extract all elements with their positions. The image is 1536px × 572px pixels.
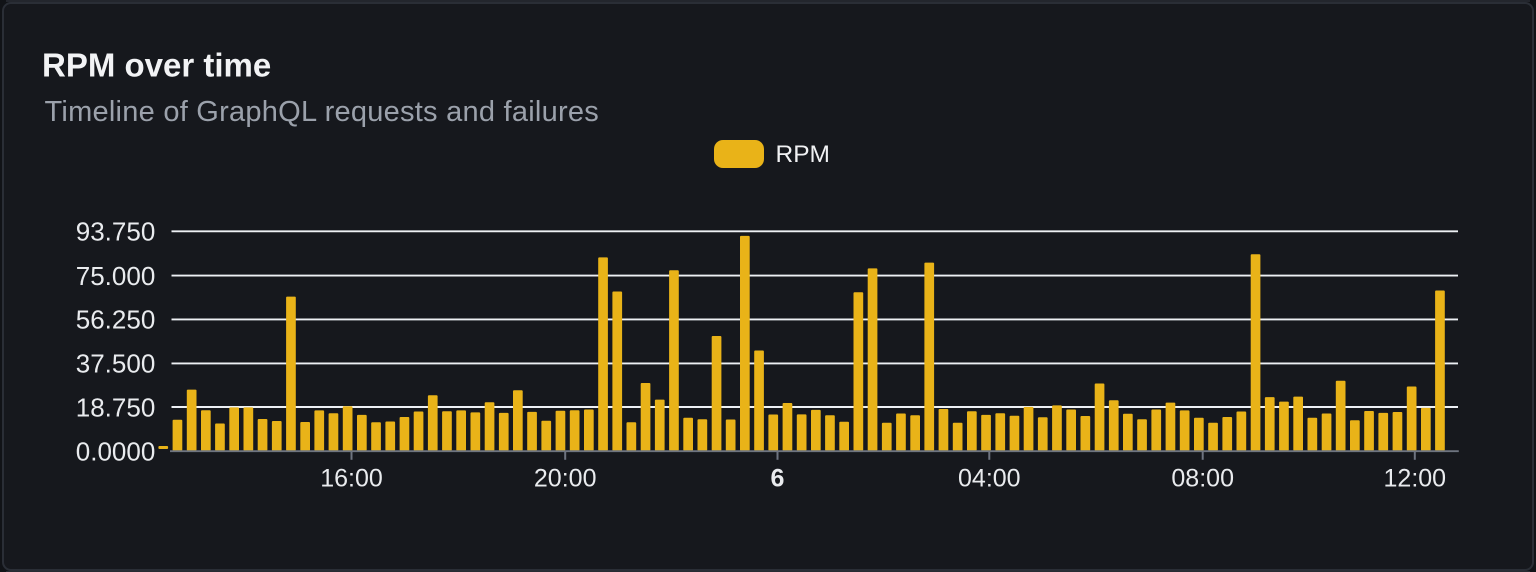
svg-text:20:00: 20:00 — [534, 464, 597, 492]
svg-text:6: 6 — [771, 464, 785, 492]
svg-text:Timeline of GraphQL requests a: Timeline of GraphQL requests and failure… — [45, 96, 600, 128]
svg-text:16:00: 16:00 — [320, 464, 383, 492]
svg-text:18.750: 18.750 — [76, 392, 156, 422]
svg-text:93.750: 93.750 — [76, 217, 156, 247]
svg-text:37.500: 37.500 — [76, 349, 156, 379]
svg-text:08:00: 08:00 — [1171, 464, 1234, 492]
svg-text:04:00: 04:00 — [958, 464, 1021, 492]
svg-text:12:00: 12:00 — [1384, 464, 1447, 492]
svg-text:56.250: 56.250 — [76, 305, 156, 335]
svg-text:RPM over time: RPM over time — [42, 47, 271, 84]
svg-text:RPM: RPM — [776, 141, 830, 168]
svg-text:0.0000: 0.0000 — [76, 437, 156, 467]
svg-text:75.000: 75.000 — [76, 261, 156, 291]
